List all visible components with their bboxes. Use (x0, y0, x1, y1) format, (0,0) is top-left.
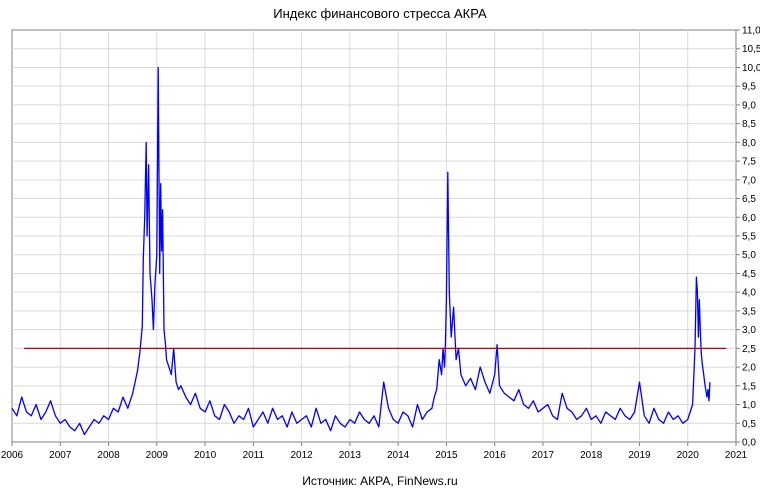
stress-index-chart: 2006 2007 2008 2009 2010 2011 2012 2013 2014 2015… (1, 26, 760, 462)
x-tick-label: 2007 (49, 450, 72, 461)
y-tick-label: 10,0 (742, 63, 760, 74)
x-tick-label: 2008 (97, 450, 120, 461)
x-axis-ticks: 2006 2007 2008 2009 2010 2011 2012 2013 2014 2015… (1, 442, 748, 461)
x-tick-label: 2010 (194, 450, 217, 461)
y-tick-label: 0,5 (742, 419, 756, 430)
x-tick-label: 2018 (580, 450, 603, 461)
x-tick-label: 2016 (484, 450, 507, 461)
y-tick-label: 1,0 (742, 400, 756, 411)
y-tick-label: 1,5 (742, 381, 756, 392)
y-tick-label: 3,5 (742, 306, 756, 317)
y-tick-label: 6,0 (742, 213, 756, 224)
y-tick-label: 6,5 (742, 194, 756, 205)
y-tick-label: 8,5 (742, 119, 756, 130)
y-tick-label: 4,0 (742, 288, 756, 299)
x-tick-label: 2015 (435, 450, 458, 461)
y-tick-label: 2,0 (742, 363, 756, 374)
x-tick-label: 2021 (725, 450, 748, 461)
x-tick-label: 2017 (532, 450, 555, 461)
y-tick-label: 9,5 (742, 82, 756, 93)
x-tick-label: 2012 (290, 450, 313, 461)
y-tick-label: 7,0 (742, 175, 756, 186)
chart-title: Индекс финансового стресса АКРА (273, 6, 487, 21)
grid (12, 30, 736, 442)
y-tick-label: 0,0 (742, 438, 756, 449)
x-tick-label: 2014 (387, 450, 410, 461)
series (11, 66, 727, 436)
y-axis-ticks: 0,0 0,5 1,0 1,5 2,0 2,5 3,0 3,5 4,0 4,5 5,0 5,5 6,0 6… (736, 26, 760, 449)
y-tick-label: 10,5 (742, 44, 760, 55)
x-tick-label: 2019 (628, 450, 651, 461)
x-tick-label: 2009 (146, 450, 169, 461)
x-tick-label: 2013 (339, 450, 362, 461)
y-tick-label: 3,0 (742, 325, 756, 336)
y-tick-label: 8,0 (742, 138, 756, 149)
y-tick-label: 5,5 (742, 232, 756, 243)
y-tick-label: 2,5 (742, 344, 756, 355)
stress-index-line (11, 66, 711, 436)
y-tick-label: 9,0 (742, 100, 756, 111)
y-tick-label: 5,0 (742, 250, 756, 261)
x-tick-label: 2020 (677, 450, 700, 461)
y-tick-label: 7,5 (742, 157, 756, 168)
y-tick-label: 4,5 (742, 269, 756, 280)
x-tick-label: 2006 (1, 450, 24, 461)
chart-source: Источник: АКРА, FinNews.ru (302, 474, 458, 488)
x-tick-label: 2011 (243, 450, 265, 461)
y-tick-label: 11,0 (742, 26, 760, 37)
